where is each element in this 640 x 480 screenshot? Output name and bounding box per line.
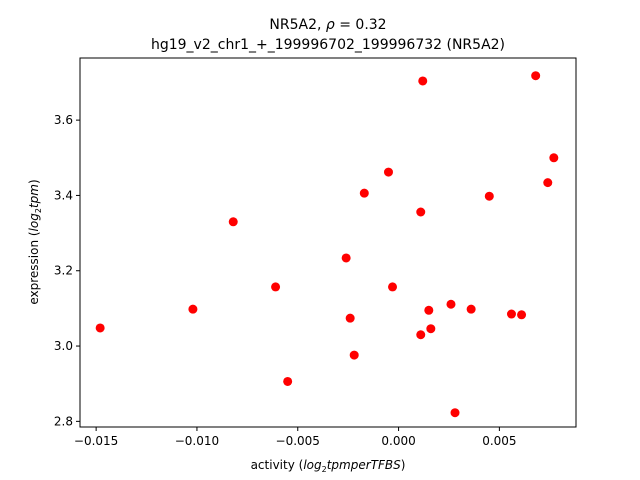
- data-point-15: [426, 324, 436, 334]
- data-point-4: [283, 376, 293, 386]
- y-tick-label: 2.8: [54, 414, 73, 428]
- data-point-20: [506, 309, 516, 319]
- data-point-14: [424, 305, 434, 315]
- x-tick-label: −0.015: [74, 434, 118, 448]
- data-point-19: [484, 191, 494, 201]
- data-points: [95, 71, 559, 418]
- data-point-9: [383, 167, 393, 177]
- data-point-2: [228, 217, 238, 227]
- x-tick-label: −0.010: [175, 434, 219, 448]
- data-point-23: [543, 178, 553, 188]
- data-point-11: [416, 207, 426, 217]
- data-point-16: [446, 299, 456, 309]
- data-point-0: [95, 323, 105, 333]
- chart-title-line2: hg19_v2_chr1_+_199996702_199996732 (NR5A…: [151, 37, 505, 53]
- data-point-21: [517, 310, 527, 320]
- axis-ticks: −0.015 −0.010 −0.005 0.000 0.005 2.8 3.0 3.2 3.4…: [54, 113, 517, 448]
- data-point-17: [450, 408, 460, 418]
- y-tick-label: 3.4: [54, 188, 73, 202]
- y-tick-label: 3.2: [54, 264, 73, 278]
- x-tick-label: 0.005: [482, 434, 516, 448]
- chart-title-line1: NR5A2, ρ = 0.32: [269, 17, 386, 33]
- data-point-6: [345, 313, 355, 323]
- data-point-12: [416, 330, 426, 340]
- data-point-1: [188, 304, 198, 314]
- x-tick-label: −0.005: [276, 434, 320, 448]
- y-axis-label: expression (log2tpm): [27, 179, 43, 304]
- data-point-22: [531, 71, 541, 81]
- data-point-3: [271, 282, 281, 292]
- data-point-5: [341, 253, 351, 263]
- y-tick-label: 3.0: [54, 339, 73, 353]
- data-point-10: [388, 282, 398, 292]
- y-tick-label: 3.6: [54, 113, 73, 127]
- data-point-18: [466, 304, 476, 314]
- data-point-13: [418, 76, 428, 86]
- x-axis-label: activity (log2tpmperTFBS): [251, 458, 406, 474]
- data-point-7: [349, 350, 359, 360]
- plot-frame: [79, 57, 577, 428]
- data-point-24: [549, 153, 559, 163]
- x-tick-label: 0.000: [381, 434, 415, 448]
- data-point-8: [359, 188, 369, 198]
